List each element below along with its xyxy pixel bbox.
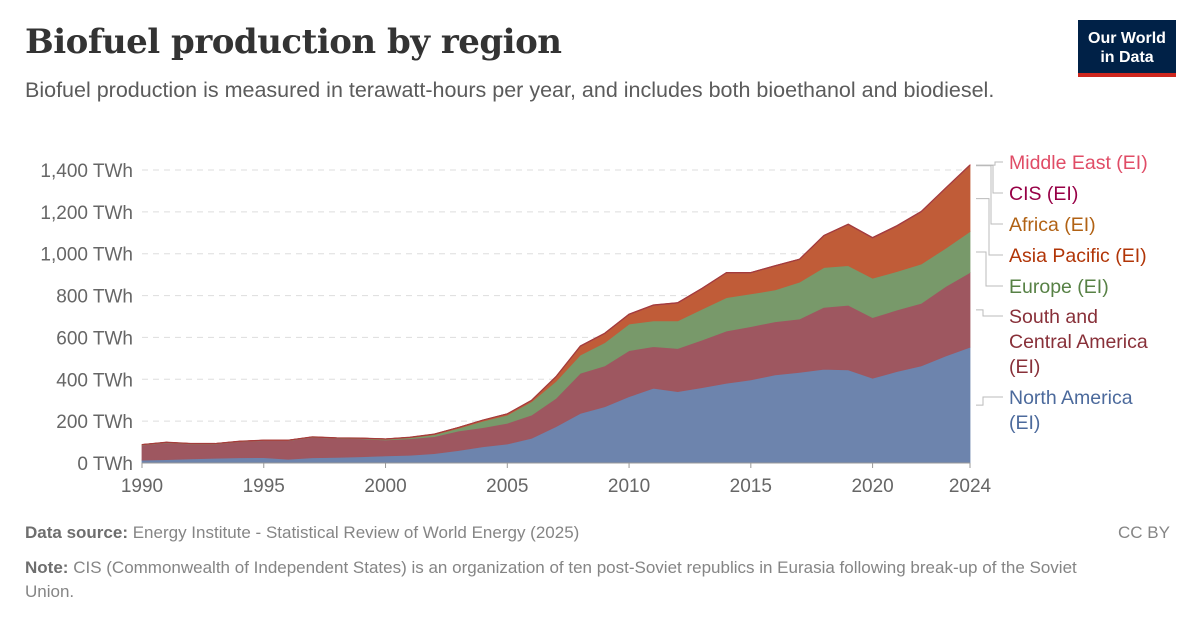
y-tick-label: 1,200 TWh: [40, 203, 133, 224]
logo-line-2: in Data: [1100, 49, 1154, 66]
y-tick-label: 600 TWh: [56, 328, 133, 349]
legend-label-line: CIS (EI): [1009, 183, 1078, 205]
legend: North America (EI) South and Central Americ…: [976, 152, 1148, 434]
legend-label[interactable]: South and Central America (EI): [1009, 306, 1148, 378]
areas: [141, 164, 971, 464]
x-tick-label: 1995: [243, 476, 285, 497]
y-tick-label: 1,400 TWh: [40, 161, 133, 182]
legend-label-line: (EI): [1009, 412, 1040, 434]
source-text[interactable]: Energy Institute - Statistical Review of…: [132, 523, 580, 542]
legend-label-line: Middle East (EI): [1009, 152, 1148, 174]
data-source: Data source: Energy Institute - Statisti…: [25, 523, 579, 543]
legend-connector: [976, 251, 1003, 287]
legend-connector: [976, 309, 1003, 317]
note-label: Note:: [25, 558, 69, 577]
legend-label-line: Africa (EI): [1009, 214, 1096, 236]
x-tick-label: 2010: [608, 476, 650, 497]
legend-label-line: South and: [1009, 306, 1098, 328]
y-tick-label: 1,000 TWh: [40, 245, 133, 266]
legend-label[interactable]: Africa (EI): [1009, 214, 1096, 236]
legend-label-line: Europe (EI): [1009, 276, 1109, 298]
x-tick-label: 2024: [949, 476, 992, 497]
y-tick-label: 0 TWh: [77, 454, 133, 475]
x-tick-label: 1990: [121, 476, 163, 497]
gridlines: [142, 169, 970, 422]
license[interactable]: CC BY: [1118, 523, 1170, 542]
source-label: Data source:: [25, 523, 128, 542]
legend-label[interactable]: Asia Pacific (EI): [1009, 245, 1147, 267]
x-tick-label: 2015: [730, 476, 772, 497]
legend-label-line: North America: [1009, 387, 1133, 409]
legend-connector: [976, 198, 1003, 256]
legend-label[interactable]: Europe (EI): [1009, 276, 1109, 298]
legend-label-line: (EI): [1009, 356, 1040, 378]
note-text: CIS (Commonwealth of Independent States)…: [25, 558, 1077, 601]
y-tick-label: 200 TWh: [56, 412, 133, 433]
legend-label-line: Asia Pacific (EI): [1009, 245, 1147, 267]
chart-title: Biofuel production by region: [25, 22, 562, 62]
legend-label[interactable]: Middle East (EI): [1009, 152, 1148, 174]
legend-connector: [976, 161, 1003, 166]
logo-line-1: Our World: [1088, 30, 1166, 47]
chart-subtitle: Biofuel production is measured in terawa…: [25, 78, 995, 102]
legend-connector: [976, 164, 1003, 194]
y-tick-label: 400 TWh: [56, 370, 133, 391]
x-tick-label: 2005: [486, 476, 528, 497]
legend-label[interactable]: CIS (EI): [1009, 183, 1078, 205]
y-tick-label: 800 TWh: [56, 287, 133, 308]
total-outline: [141, 164, 971, 446]
legend-label-line: Central America: [1009, 331, 1148, 353]
x-tick-label: 2020: [851, 476, 893, 497]
legend-connector: [976, 396, 1003, 406]
axes: 0 TWh 200 TWh 400 TWh 600 TWh 800 TWh 1,000 T…: [40, 161, 991, 497]
note: Note: CIS (Commonwealth of Independent S…: [25, 556, 1115, 604]
x-tick-label: 2000: [364, 476, 406, 497]
owid-logo[interactable]: Our World in Data: [1078, 20, 1176, 77]
legend-label[interactable]: North America (EI): [1009, 387, 1133, 434]
